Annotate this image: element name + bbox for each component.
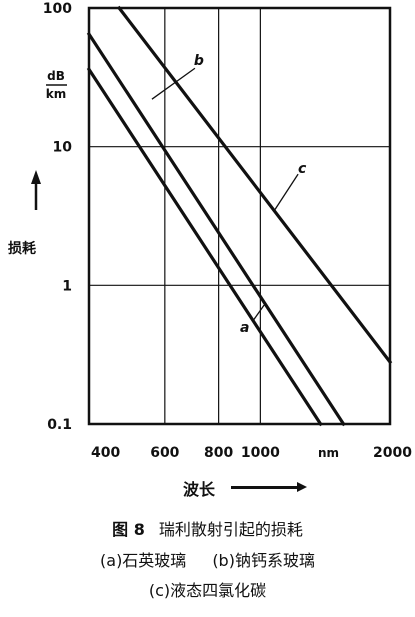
x-tick-label-2000: 2000	[373, 445, 412, 461]
x-axis-label-row: 波长	[0, 476, 415, 502]
y-axis-arrow-head	[31, 170, 41, 184]
plot-border	[87, 6, 392, 426]
legend-a-text: (a)石英玻璃	[100, 551, 187, 570]
series-annotation-c: c	[298, 161, 307, 177]
x-tick-label-1000: 1000	[241, 445, 280, 461]
x-tick-label-400: 400	[91, 445, 120, 461]
y-axis-label: 损耗	[8, 240, 36, 257]
y-tick-label-100: 100	[43, 1, 72, 17]
y-unit-numerator: dB	[47, 69, 65, 83]
x-tick-label-800: 800	[204, 445, 233, 461]
series-annotation-a: a	[240, 320, 249, 336]
x-axis-arrow	[231, 482, 307, 492]
annotation-leader-a	[252, 304, 265, 322]
legend-b-text: (b)钠钙系玻璃	[212, 551, 315, 570]
figure-number: 图 8	[112, 520, 145, 539]
figure-title: 瑞利散射引起的损耗	[158, 520, 303, 539]
y-tick-label-10: 10	[53, 140, 73, 156]
series-annotations: a b c	[151, 53, 307, 336]
annotation-leader-c	[274, 173, 299, 211]
figure-caption-title: 图 8 瑞利散射引起的损耗	[0, 516, 415, 540]
plot-frame	[87, 6, 392, 426]
x-tick-labels: 400 600 800 1000 2000	[91, 445, 412, 461]
series-line-c	[116, 5, 393, 365]
series-line-a	[86, 67, 323, 427]
y-tick-label-1: 1	[62, 278, 72, 294]
figure-caption-legend-line2: (c)液态四氯化碳	[0, 577, 415, 601]
legend-c-text: (c)液态四氯化碳	[148, 581, 267, 600]
series-lines	[86, 5, 393, 427]
series-line-b	[86, 31, 346, 427]
x-axis-label: 波长	[183, 480, 216, 499]
x-tick-label-600: 600	[150, 445, 179, 461]
y-tick-label-0.1: 0.1	[47, 417, 72, 433]
rayleigh-loss-chart: 0.1 1 10 100 400 600 800 1000 2000 a b c dB km 损耗…	[8, 1, 412, 461]
x-unit-label: nm	[318, 446, 339, 460]
y-unit-denominator: km	[46, 87, 66, 101]
figure-caption-legend-line1: (a)石英玻璃 (b)钠钙系玻璃	[0, 547, 415, 571]
annotation-leader-b	[151, 67, 196, 100]
series-annotation-b: b	[194, 53, 204, 69]
y-tick-labels: 0.1 1 10 100	[43, 1, 72, 433]
grid	[88, 7, 391, 425]
